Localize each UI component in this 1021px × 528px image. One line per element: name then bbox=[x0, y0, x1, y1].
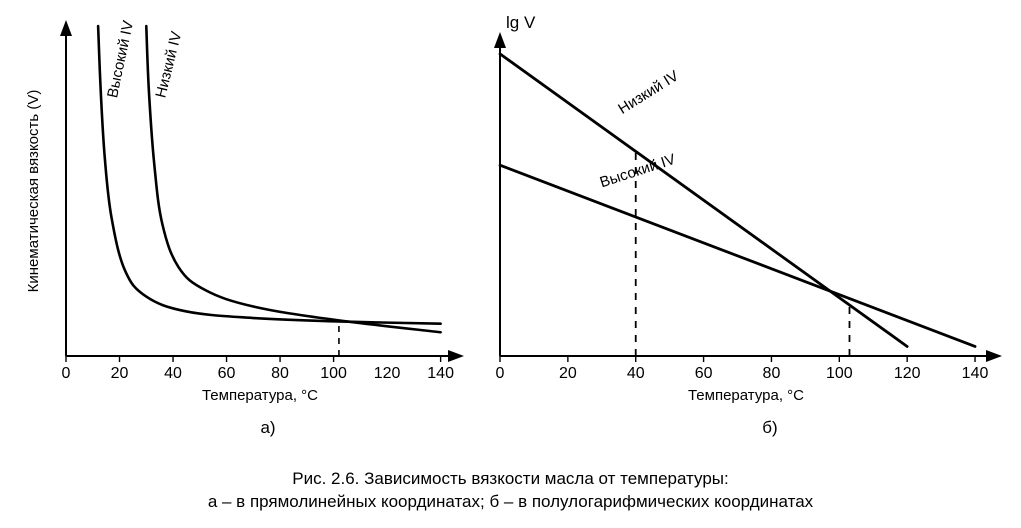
x-tick-label: 80 bbox=[763, 365, 781, 382]
x-tick-label: 140 bbox=[962, 365, 989, 382]
x-tick-label: 140 bbox=[427, 365, 454, 382]
x-tick-label: 120 bbox=[894, 365, 921, 382]
panel-a-svg: 0 20 40 60 80 100 140 120 Температура, °С Кинемат… bbox=[8, 8, 468, 408]
x-tick-label: 120 bbox=[374, 365, 401, 382]
x-tick-label: 20 bbox=[111, 365, 129, 382]
x-tick-label: 0 bbox=[496, 365, 505, 382]
panel-b-svg: 020406080100120140Температура, °Сlg VНиз… bbox=[470, 8, 1010, 408]
figure-caption: Рис. 2.6. Зависимость вязкости масла от … bbox=[0, 468, 1021, 514]
caption-line2: а – в прямолинейных координатах; б – в п… bbox=[208, 492, 813, 511]
caption-line1: Рис. 2.6. Зависимость вязкости масла от … bbox=[292, 469, 729, 488]
panel-a-label: а) bbox=[248, 418, 288, 438]
panel-a: 0 20 40 60 80 100 140 120 Температура, °С Кинемат… bbox=[8, 8, 468, 408]
panel-b: 020406080100120140Температура, °Сlg VНиз… bbox=[470, 8, 1010, 408]
x-tick-label: 100 bbox=[826, 365, 853, 382]
x-tick-label: 40 bbox=[627, 365, 645, 382]
y-axis-label: lg V bbox=[506, 13, 536, 32]
y-axis-label: Кинематическая вязкость (V) bbox=[25, 90, 42, 293]
figure-stage: 0 20 40 60 80 100 140 120 Температура, °С Кинемат… bbox=[0, 0, 1021, 528]
panel-b-label: б) bbox=[750, 418, 790, 438]
x-tick-label: 60 bbox=[218, 365, 236, 382]
x-tick-label: 60 bbox=[695, 365, 713, 382]
x-axis-label: Температура, °С bbox=[688, 387, 804, 404]
x-tick-label: 40 bbox=[164, 365, 182, 382]
x-tick-label: 0 bbox=[62, 365, 71, 382]
x-tick-label: 20 bbox=[559, 365, 577, 382]
x-tick-label: 80 bbox=[271, 365, 289, 382]
x-axis-label: Температура, °С bbox=[202, 387, 318, 404]
x-tick-label: 100 bbox=[320, 365, 347, 382]
